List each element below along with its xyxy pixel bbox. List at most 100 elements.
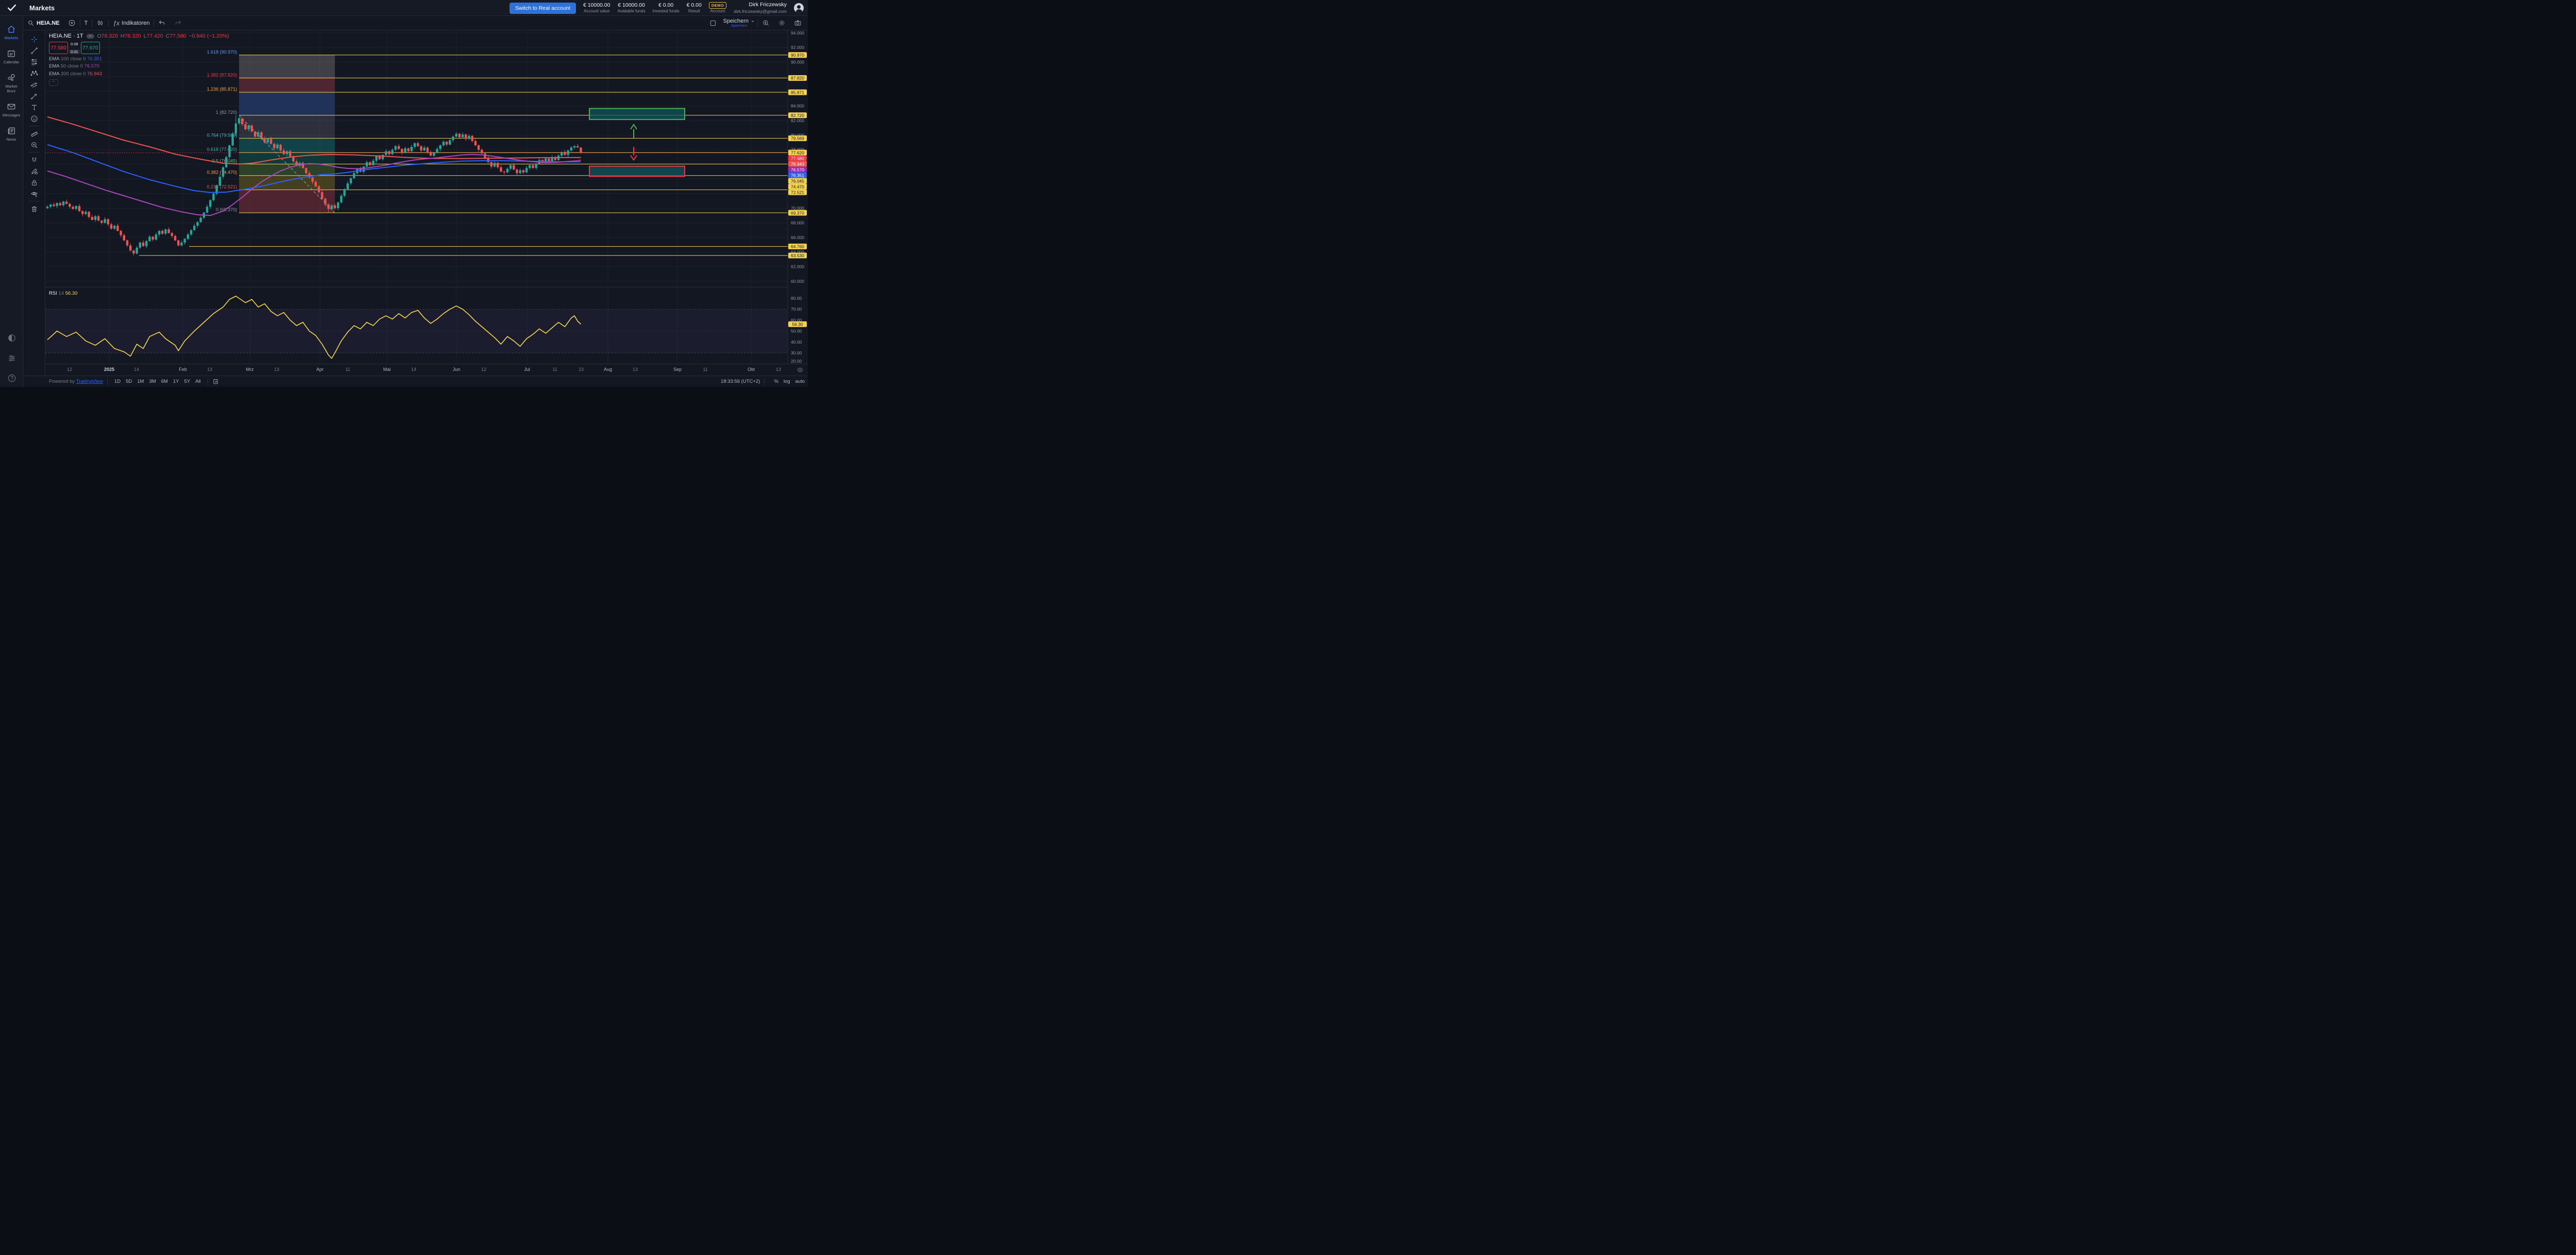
range-6m-button[interactable]: 6M [159, 378, 171, 385]
legend-collapse-button[interactable]: ⌃ [49, 79, 58, 86]
longshort-tool-button[interactable] [27, 79, 41, 90]
trend-tool-button[interactable] [27, 45, 41, 56]
price-axis-label: 64.760 [788, 243, 807, 249]
app-logo[interactable] [0, 3, 23, 12]
layout-square-icon [710, 20, 716, 26]
buy-button[interactable]: 77.670 [80, 42, 100, 54]
svg-text:69.370: 69.370 [791, 210, 804, 215]
range-5y-button[interactable]: 5Y [181, 378, 193, 385]
checkmark-logo-icon [7, 4, 16, 11]
layout-select-button[interactable] [705, 16, 721, 30]
fib-band [239, 138, 335, 153]
arrowtool-tool-button[interactable] [27, 90, 41, 101]
theme-toggle-button[interactable] [7, 333, 17, 346]
sidebar-item-messages[interactable]: Messages [0, 101, 23, 117]
user-info[interactable]: Dirk Friczewsky dirk.friczewsky@gmail.co… [734, 2, 787, 14]
compare-button[interactable] [64, 16, 80, 30]
ema-50-legend[interactable]: EMA 50 close 0 76.570 [49, 63, 99, 69]
symbol-search[interactable]: HEIA.NE [23, 16, 64, 30]
chart-area[interactable]: 1.618 (90.970) 1.382 (87.820) 1.236 (85.87… [45, 30, 808, 364]
preferences-button[interactable] [7, 353, 17, 366]
sidebar-item-markets[interactable]: Markets [0, 24, 23, 40]
ruler-tool-button[interactable] [27, 128, 41, 139]
arrowtool-icon [30, 93, 37, 99]
cross-tool-button[interactable] [27, 33, 41, 45]
time-label: Jul [524, 367, 530, 372]
undo-button[interactable] [154, 16, 170, 30]
user-email: dirk.friczewsky@gmail.com [734, 8, 787, 14]
candlestick-icon [98, 20, 103, 26]
legend-symbol[interactable]: HEIA.NE · 1T [49, 33, 83, 39]
pane-separator[interactable] [45, 286, 808, 288]
sidebar-item-market-buzz[interactable]: Market Buzz [0, 73, 23, 93]
redo-icon [176, 20, 181, 25]
help-button[interactable] [7, 373, 17, 386]
range-1d-button[interactable]: 1D [112, 378, 123, 385]
goto-date-button[interactable] [212, 378, 219, 385]
rsi-line [47, 295, 581, 359]
save-button[interactable]: Speichern Speichern [721, 18, 757, 28]
svg-text:68.000: 68.000 [791, 220, 804, 225]
clock[interactable]: 18:33:56 (UTC+2) [721, 379, 760, 384]
zoomin-tool-button[interactable] [27, 139, 41, 150]
xabcd-tool-button[interactable] [27, 67, 41, 79]
chart-canvas[interactable]: 1.618 (90.970) 1.382 (87.820) 1.236 (85.87… [45, 30, 808, 364]
price-axis-label: 76.045 [788, 178, 807, 184]
ema-100-legend[interactable]: EMA 100 close 0 76.351 [49, 56, 102, 62]
range-1m-button[interactable]: 1M [134, 378, 146, 385]
tradingview-link[interactable]: TradingView [76, 379, 103, 384]
timezone-eye-icon[interactable] [796, 366, 804, 376]
avatar[interactable] [794, 3, 804, 13]
price-axis-label: 79.569 [788, 135, 807, 141]
svg-text:82.000: 82.000 [791, 118, 804, 123]
range-3m-button[interactable]: 3M [146, 378, 158, 385]
range-all-button[interactable]: All [193, 378, 204, 385]
target-box[interactable] [589, 108, 685, 120]
ema-200-legend[interactable]: EMA 200 close 0 76.943 [49, 71, 102, 77]
chart-toolbar: HEIA.NE T ƒx Indikatoren Sp [23, 16, 808, 30]
eyeoff-icon [30, 192, 38, 197]
save-status: Speichern [731, 24, 748, 28]
indicators-button[interactable]: ƒx Indikatoren [113, 19, 150, 27]
time-axis[interactable]: 12 2025 14 Feb 13 Mrz 13 Apr 11 Mai 14 Jun 12 Jul 11 23… [23, 364, 808, 376]
trash-tool-button[interactable] [27, 203, 41, 214]
undo-icon [159, 20, 165, 25]
chart-type-button[interactable] [92, 16, 108, 30]
goto-date-icon [213, 379, 218, 384]
interval-button[interactable]: T [84, 20, 88, 26]
sidebar: Markets Calendar Market Buzz Messages News [0, 16, 23, 387]
quick-search-button[interactable] [758, 16, 774, 30]
sidebar-item-calendar[interactable]: Calendar [0, 48, 23, 64]
settings-button[interactable] [774, 16, 790, 30]
lock-tool-button[interactable] [27, 177, 41, 188]
price-axis-label: 63.530 [788, 252, 807, 259]
texttool-tool-button[interactable] [27, 101, 41, 113]
demo-badge: DEMO [708, 2, 727, 9]
price-axis-label: 87.820 [788, 75, 807, 81]
auto-scale-button[interactable]: auto [795, 379, 805, 384]
sell-button[interactable]: 77.580 [49, 42, 68, 54]
time-label: 2025 [104, 367, 115, 372]
switch-to-real-account-button[interactable]: Switch to Real account [510, 2, 576, 14]
percent-scale-button[interactable]: % [774, 379, 778, 384]
sidebar-item-news[interactable]: News [0, 126, 23, 142]
market-status-icon[interactable]: – [86, 33, 94, 39]
rsi-legend[interactable]: RSI 14 56.30 [49, 291, 78, 296]
pencil-tool-button[interactable] [27, 165, 41, 177]
eyeoff-tool-button[interactable] [27, 188, 41, 199]
range-5d-button[interactable]: 5D [123, 378, 134, 385]
fibtool-tool-button[interactable] [27, 56, 41, 67]
log-scale-button[interactable]: log [783, 379, 790, 384]
smiley-tool-button[interactable] [27, 113, 41, 124]
svg-text:79.569: 79.569 [791, 136, 804, 141]
stop-box[interactable] [589, 165, 685, 177]
fib-band [239, 55, 335, 78]
longshort-icon [30, 82, 37, 88]
time-label: Apr [316, 367, 324, 372]
magnet-tool-button[interactable] [27, 154, 41, 165]
time-label: Mai [383, 367, 391, 372]
fib-level-label: 1.618 (90.970) [207, 49, 237, 55]
redo-button[interactable] [170, 16, 186, 30]
screenshot-button[interactable] [790, 16, 806, 30]
range-1y-button[interactable]: 1Y [171, 378, 182, 385]
